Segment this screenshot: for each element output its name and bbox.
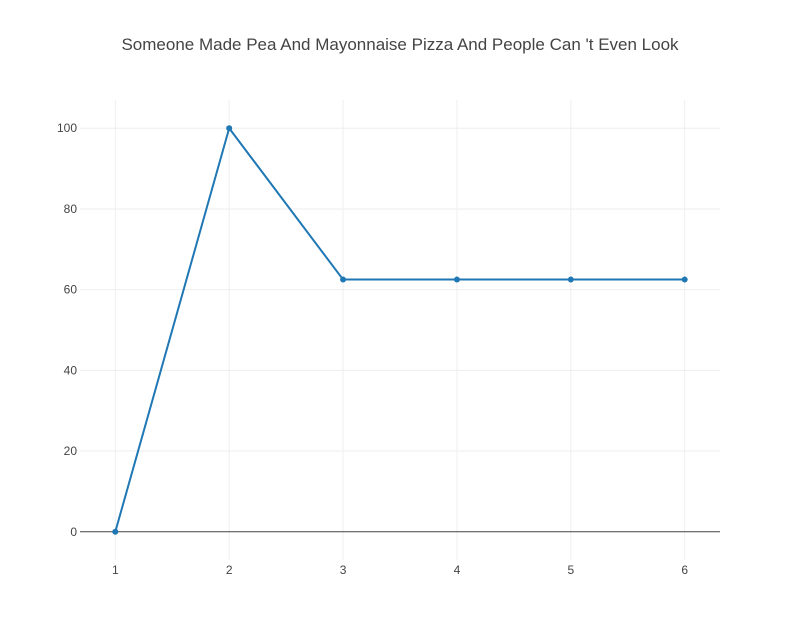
y-gridlines	[80, 127, 720, 452]
x-tick-labels: 1 2 3 4 5 6	[112, 563, 688, 577]
y-tick-label: 20	[64, 444, 78, 458]
y-tick-label: 80	[64, 202, 78, 216]
y-tick-label: 0	[70, 525, 77, 539]
x-tick-label: 1	[112, 563, 119, 577]
y-tick-label: 60	[64, 283, 78, 297]
x-tick-label: 4	[454, 563, 461, 577]
series-line	[114, 127, 685, 533]
x-tick-label: 6	[681, 563, 688, 577]
y-tick-label: 100	[57, 121, 77, 135]
y-tick-labels: 0 20 40 60 80 100	[57, 121, 77, 539]
data-point	[226, 125, 233, 132]
data-point	[340, 276, 347, 283]
data-point	[112, 528, 119, 535]
x-tick-label: 5	[567, 563, 574, 577]
data-point	[567, 276, 574, 283]
data-point	[681, 276, 688, 283]
x-gridlines	[114, 100, 686, 560]
x-tick-label: 3	[340, 563, 347, 577]
series-group	[112, 125, 688, 535]
y-tick-label: 40	[64, 363, 78, 377]
data-point	[453, 276, 460, 283]
x-tick-label: 2	[226, 563, 233, 577]
chart-title: Someone Made Pea And Mayonnaise Pizza An…	[121, 35, 679, 54]
